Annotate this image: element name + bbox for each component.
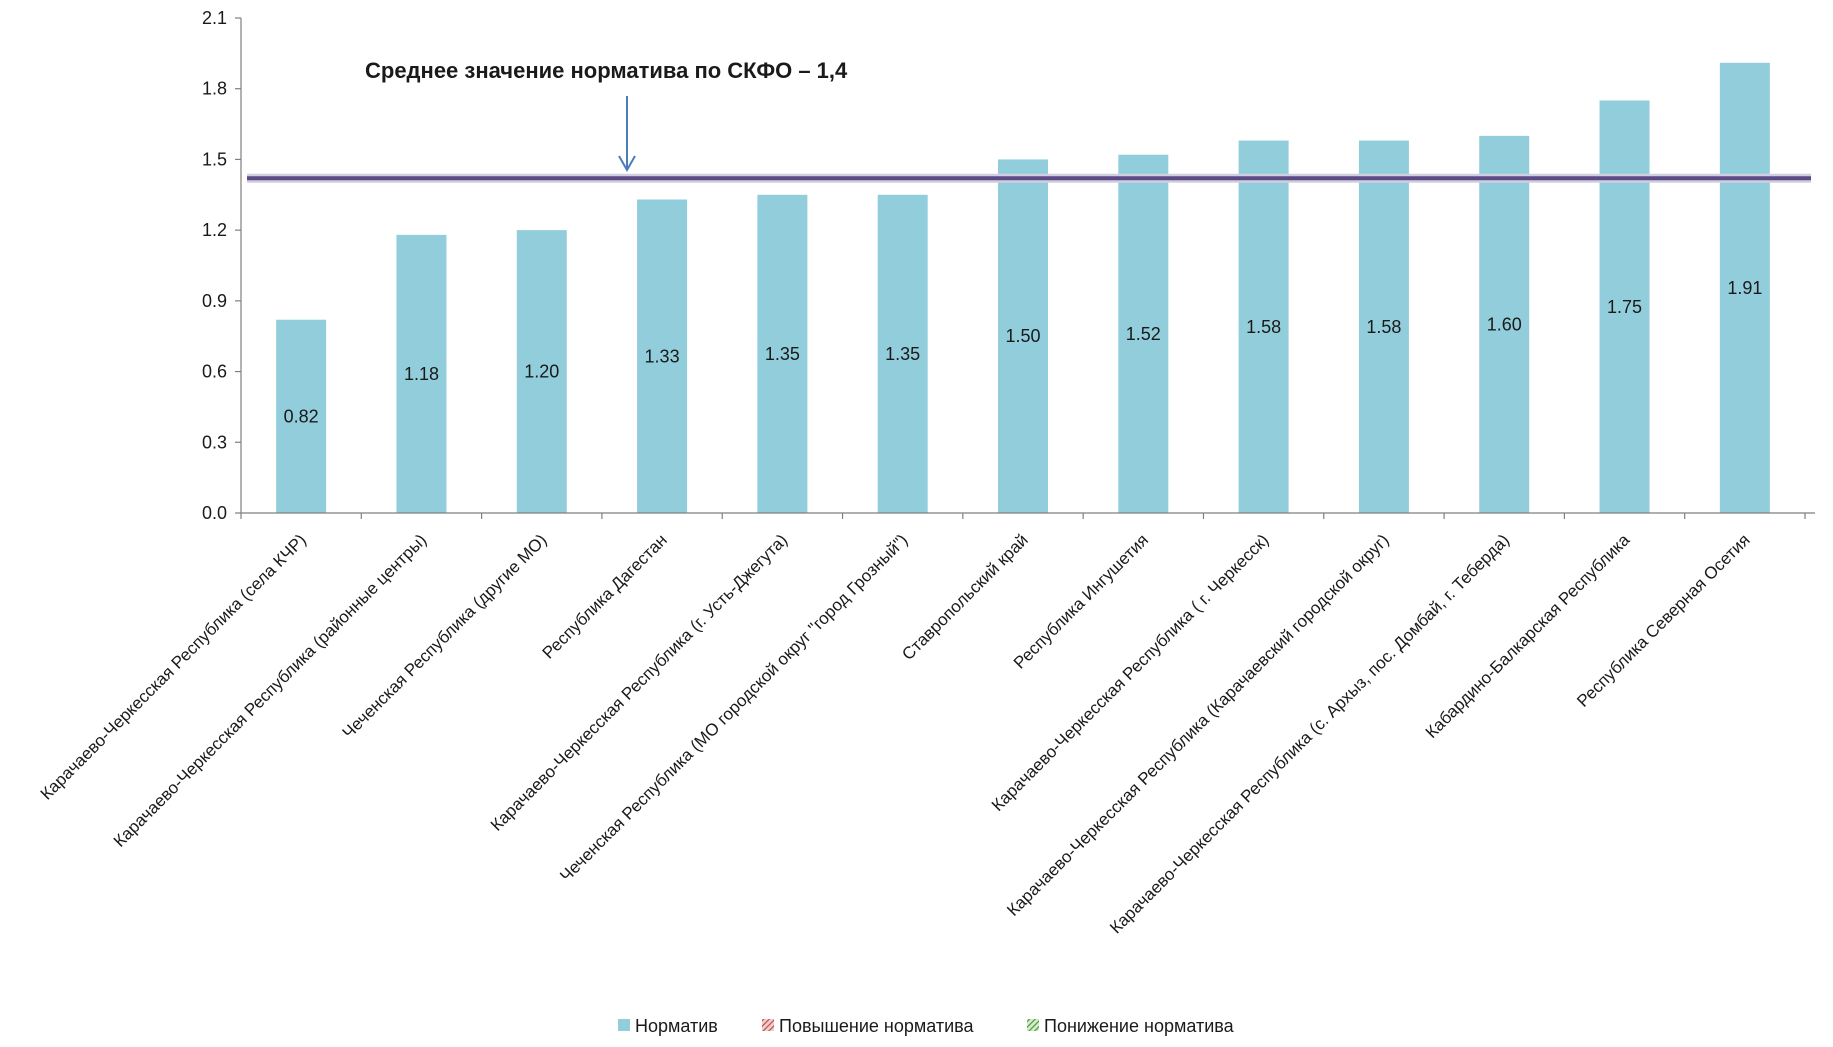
average-annotation: Среднее значение норматива по СКФО – 1,4 xyxy=(365,58,848,83)
legend-swatch xyxy=(762,1019,774,1031)
bar xyxy=(757,194,808,514)
y-tick-label: 0.3 xyxy=(202,432,227,452)
legend-label: Повышение норматива xyxy=(779,1016,975,1036)
bar xyxy=(276,319,327,513)
x-tick-label: Карачаево-Черкесская Республика (с. Архы… xyxy=(1106,530,1513,937)
legend-swatch xyxy=(1027,1019,1039,1031)
x-tick-label: Кабардино-Балкарская Республика xyxy=(1422,530,1634,742)
data-label: 1.35 xyxy=(885,344,920,364)
data-label: 1.33 xyxy=(645,346,680,366)
x-tick-label: Карачаево-Черкесская Республика (Карачае… xyxy=(1003,530,1392,919)
data-label: 1.75 xyxy=(1607,297,1642,317)
bar xyxy=(877,194,928,514)
x-tick-label: Республика Дагестан xyxy=(539,530,671,662)
bar xyxy=(998,159,1048,513)
data-label: 1.18 xyxy=(404,364,439,384)
data-label: 0.82 xyxy=(284,406,319,426)
bar xyxy=(516,230,567,513)
data-label: 1.58 xyxy=(1246,317,1281,337)
bar xyxy=(396,234,447,513)
x-tick-label: Карачаево-Черкесская Республика ( г. Чер… xyxy=(988,530,1272,815)
legend: Норматив Повышение норматива Понижение нор… xyxy=(618,1016,1235,1036)
data-label: 1.58 xyxy=(1366,317,1401,337)
y-tick-label: 0.9 xyxy=(202,291,227,311)
data-label: 1.35 xyxy=(765,344,800,364)
bar xyxy=(1118,154,1169,513)
y-tick-label: 1.8 xyxy=(202,79,227,99)
x-tick-label: Республика Ингушетия xyxy=(1010,530,1152,672)
legend-label: Понижение норматива xyxy=(1044,1016,1235,1036)
data-label: 1.52 xyxy=(1126,324,1161,344)
data-label: 1.50 xyxy=(1005,326,1040,346)
legend-swatch xyxy=(618,1019,630,1031)
data-label: 1.60 xyxy=(1487,314,1522,334)
y-tick-label: 0.0 xyxy=(202,503,227,523)
x-tick-label: Карачаево-Черкесская Республика (села КЧ… xyxy=(37,530,310,803)
data-label: 1.91 xyxy=(1727,278,1762,298)
annotation-arrowhead xyxy=(618,155,636,173)
bar xyxy=(637,199,688,513)
bar xyxy=(1719,62,1770,514)
bar xyxy=(1599,100,1650,513)
y-tick-label: 0.6 xyxy=(202,362,227,382)
y-tick-label: 2.1 xyxy=(202,8,227,28)
annotation-layer: Среднее значение норматива по СКФО – 1,4 xyxy=(365,58,848,173)
bar xyxy=(1479,135,1530,513)
data-label: 1.20 xyxy=(524,362,559,382)
legend-label: Норматив xyxy=(635,1016,718,1036)
x-tick-label: Чеченская Республика (другие МО) xyxy=(339,530,551,742)
x-tick-label: Ставропольский край xyxy=(898,530,1032,664)
y-tick-label: 1.2 xyxy=(202,220,227,240)
y-tick-label: 1.5 xyxy=(202,149,227,169)
bar xyxy=(1238,140,1289,514)
bar xyxy=(1358,140,1409,514)
bars-layer: 0.82 1.18 1.20 1.33 1.35 1.35 1.50 1.52 1.58 1.58… xyxy=(276,62,1770,514)
